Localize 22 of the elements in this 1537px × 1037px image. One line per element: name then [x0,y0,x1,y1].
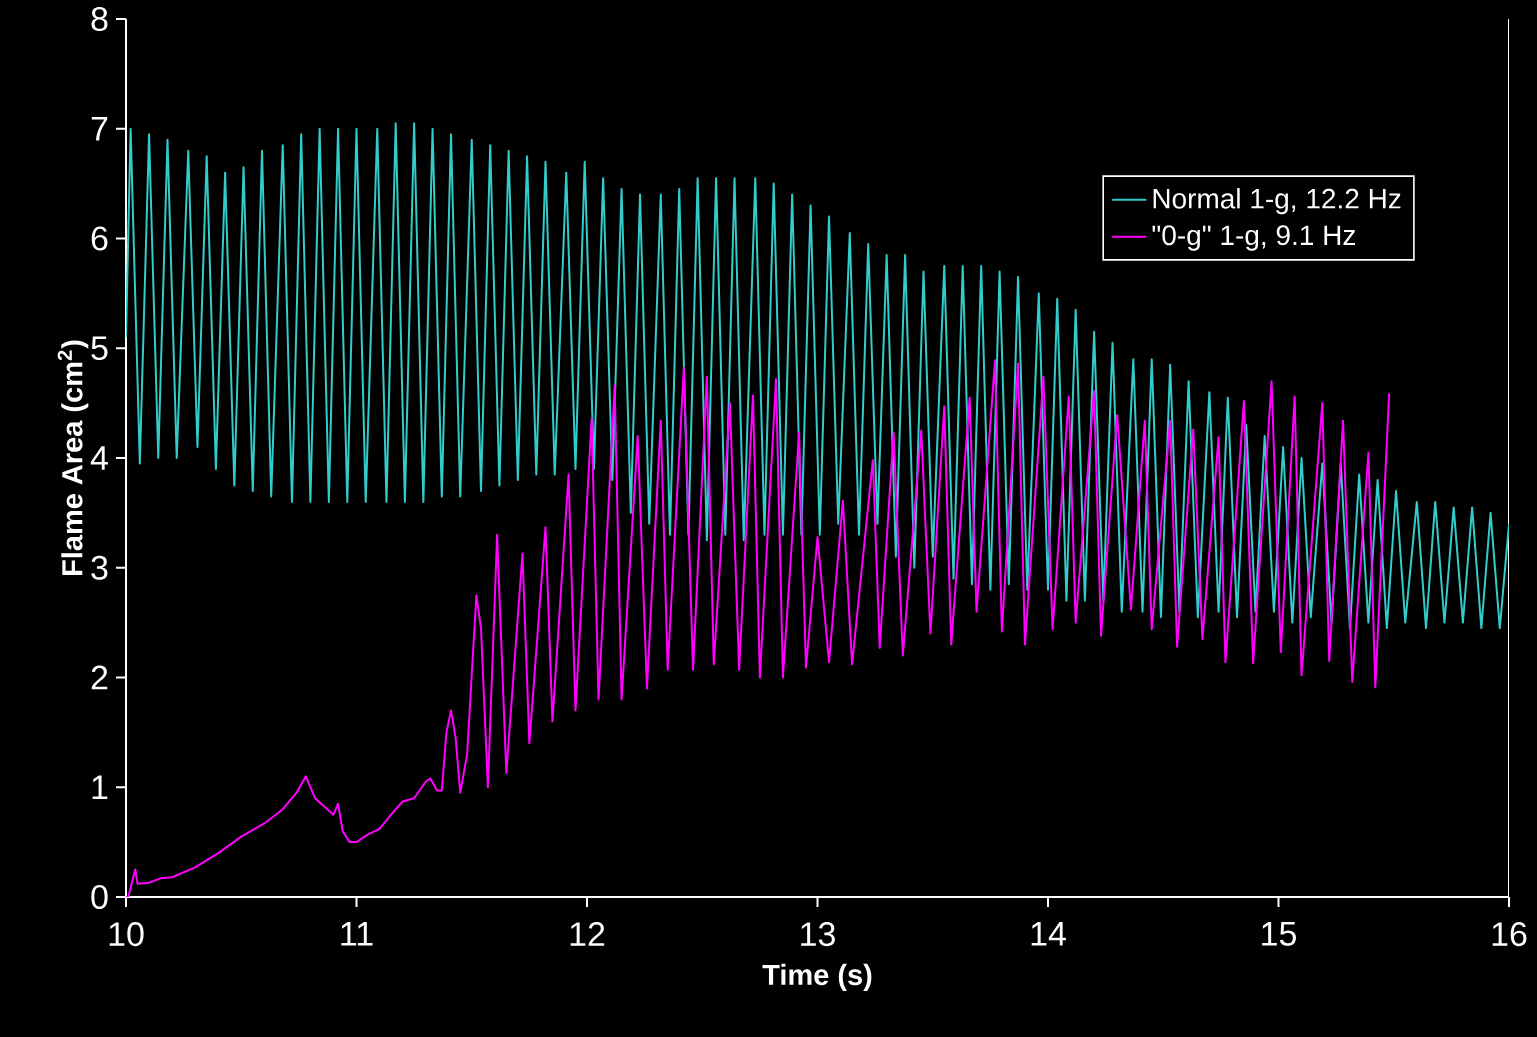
y-tick-label: 7 [91,117,108,141]
x-tick-label: 11 [341,922,373,946]
y-tick-label: 4 [90,446,108,470]
line-series [126,122,1509,630]
y-tick-label: 0 [91,884,108,910]
legend-label: Normal 1-g, 12.2 Hz [1153,188,1401,215]
line-series [126,359,1391,897]
x-tick-label: 15 [1262,922,1296,946]
legend-label: "0-g" 1-g, 9.1 Hz [1152,225,1355,251]
y-tick-label: 8 [91,6,108,32]
x-tick-label: 10 [109,922,144,947]
x-tick-label: 14 [1031,922,1066,946]
y-tick-label: 2 [91,665,108,690]
y-tick-label: 1 [92,775,108,799]
x-axis-title: Time (s) [762,963,872,991]
x-tick-label: 16 [1492,922,1527,947]
y-tick-label: 5 [91,336,108,361]
x-tick-label: 13 [801,922,835,947]
y-axis-title: Flame Area (cm$^{2}$) [57,340,89,576]
y-tick-label: 3 [91,555,108,580]
x-tick-label: 12 [570,922,605,946]
y-tick-label: 6 [91,226,108,251]
